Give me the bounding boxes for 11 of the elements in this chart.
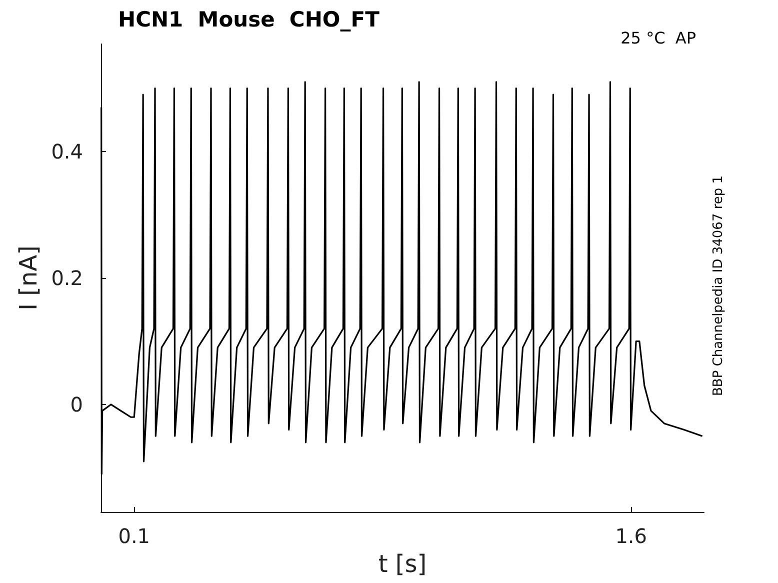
text: BBP Channelpedia ID 34067 rep 1 — [711, 175, 726, 396]
x-axis-title: t [s] — [378, 550, 427, 578]
x-tick-label: 0.1 — [118, 524, 150, 548]
y-tick-label: 0 — [70, 392, 83, 416]
x-tick-label: 1.6 — [615, 524, 648, 548]
annotation: 25 °C AP — [620, 28, 696, 48]
line-series — [100, 81, 704, 475]
chart-title: HCN1 Mouse CHO_FT — [118, 8, 380, 32]
y-tick-label: 0.4 — [51, 140, 83, 164]
y-axis-title: I [nA] — [14, 245, 42, 311]
y-tick-label: 0.2 — [51, 266, 83, 290]
